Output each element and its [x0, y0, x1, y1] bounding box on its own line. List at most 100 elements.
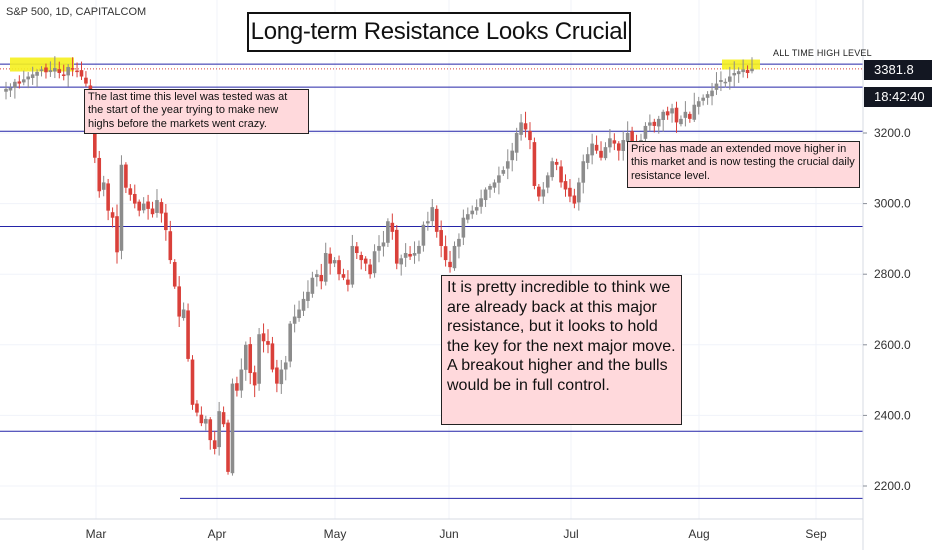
- candle-up: [741, 69, 745, 73]
- grid-lines: [0, 0, 863, 519]
- candle-down: [106, 183, 110, 211]
- candle-up: [625, 133, 630, 142]
- candle-up: [141, 203, 146, 211]
- candle-up: [155, 200, 159, 213]
- candle-up: [53, 68, 57, 72]
- candle-down: [599, 150, 603, 158]
- candle-down: [652, 121, 657, 126]
- candle-down: [341, 274, 346, 278]
- candle-up: [696, 101, 701, 107]
- candle-down: [630, 131, 634, 146]
- candle-up: [750, 68, 754, 72]
- x-tick-label: May: [324, 527, 347, 541]
- candle-down: [354, 246, 359, 254]
- x-tick-label: Mar: [86, 527, 107, 541]
- candle-up: [479, 198, 483, 207]
- candle-up: [310, 277, 315, 294]
- y-tick-label: 2600.0: [874, 338, 911, 352]
- candle-down: [394, 229, 399, 264]
- candle-up: [656, 118, 661, 127]
- x-tick-label: Jun: [439, 527, 458, 541]
- candle-up: [399, 258, 404, 265]
- candle-up: [457, 238, 461, 247]
- y-tick-label: 2400.0: [874, 408, 911, 422]
- x-tick-label: Apr: [208, 527, 227, 541]
- ath-highlights: [10, 57, 760, 72]
- candle-up: [501, 170, 506, 174]
- time-badge: 18:42:40: [864, 87, 932, 107]
- candle-up: [492, 182, 497, 188]
- candle-up: [66, 66, 70, 76]
- candle-up: [21, 79, 26, 83]
- candle-up: [643, 125, 648, 139]
- price-axis[interactable]: 3200.0 3000.0 2800.0 2600.0 2400.0 2200.0: [863, 126, 911, 493]
- candle-up: [26, 76, 31, 80]
- right-annotation: Price has made an extended move higher i…: [627, 141, 860, 188]
- candle-up: [585, 154, 590, 163]
- candle-down: [17, 81, 22, 84]
- candle-up: [723, 81, 728, 84]
- candle-down: [199, 414, 204, 424]
- candle-up: [386, 221, 390, 243]
- candle-up: [315, 274, 319, 278]
- candle-up: [48, 70, 53, 73]
- candle-down: [172, 262, 177, 287]
- candle-down: [363, 258, 368, 264]
- candle-up: [714, 83, 719, 90]
- candle-up: [461, 217, 466, 238]
- candle-up: [101, 182, 106, 190]
- candle-down: [674, 107, 679, 123]
- candle-down: [132, 193, 137, 204]
- candle-down: [208, 419, 213, 441]
- candle-down: [235, 383, 239, 391]
- candle-up: [426, 221, 430, 224]
- candle-down: [439, 230, 443, 246]
- candle-up: [683, 111, 688, 118]
- candle-up: [692, 104, 697, 120]
- candle-up: [417, 245, 421, 254]
- candle-up: [39, 69, 44, 71]
- candle-up: [541, 189, 546, 197]
- candle-up: [452, 245, 457, 269]
- symbol-label[interactable]: S&P 500, 1D, CAPITALCOM: [6, 6, 147, 18]
- candle-down: [443, 246, 448, 261]
- x-tick-label: Jul: [563, 527, 578, 541]
- time-badge-text: 18:42:40: [874, 89, 925, 104]
- candle-down: [346, 279, 350, 285]
- y-tick-label: 3000.0: [874, 197, 911, 211]
- candle-up: [705, 94, 710, 98]
- time-axis[interactable]: Mar Apr May Jun Jul Aug Sep: [86, 527, 827, 541]
- y-tick-label: 3200.0: [874, 126, 911, 140]
- candle-up: [670, 108, 674, 114]
- candle-down: [568, 187, 572, 197]
- candle-up: [372, 251, 377, 274]
- candle-down: [164, 212, 168, 231]
- candle-down: [137, 201, 142, 211]
- candle-down: [572, 195, 577, 204]
- candle-down: [110, 212, 115, 218]
- candle-down: [226, 422, 230, 472]
- candle-up: [470, 210, 475, 215]
- candle-up: [648, 122, 652, 126]
- candle-down: [745, 69, 750, 73]
- candle-up: [719, 80, 723, 82]
- candle-down: [146, 201, 150, 209]
- candle-down: [75, 70, 79, 73]
- chart-title-text: Long-term Resistance Looks Crucial: [250, 18, 628, 45]
- candle-down: [44, 67, 48, 73]
- ath-highlight-right: [722, 59, 760, 70]
- center-annotation: It is pretty incredible to think we are …: [441, 275, 682, 425]
- candle-down: [57, 69, 62, 73]
- candle-down: [84, 77, 88, 84]
- candle-up: [550, 161, 554, 178]
- candle-up: [30, 74, 35, 78]
- ath-highlight-left: [10, 57, 74, 72]
- candle-down: [195, 403, 199, 413]
- candle-up: [679, 118, 683, 125]
- candle-up: [519, 122, 523, 135]
- candle-down: [124, 164, 128, 188]
- candle-up: [545, 175, 550, 188]
- candle-down: [190, 359, 195, 405]
- candle-up: [727, 76, 732, 82]
- candle-down: [390, 222, 395, 232]
